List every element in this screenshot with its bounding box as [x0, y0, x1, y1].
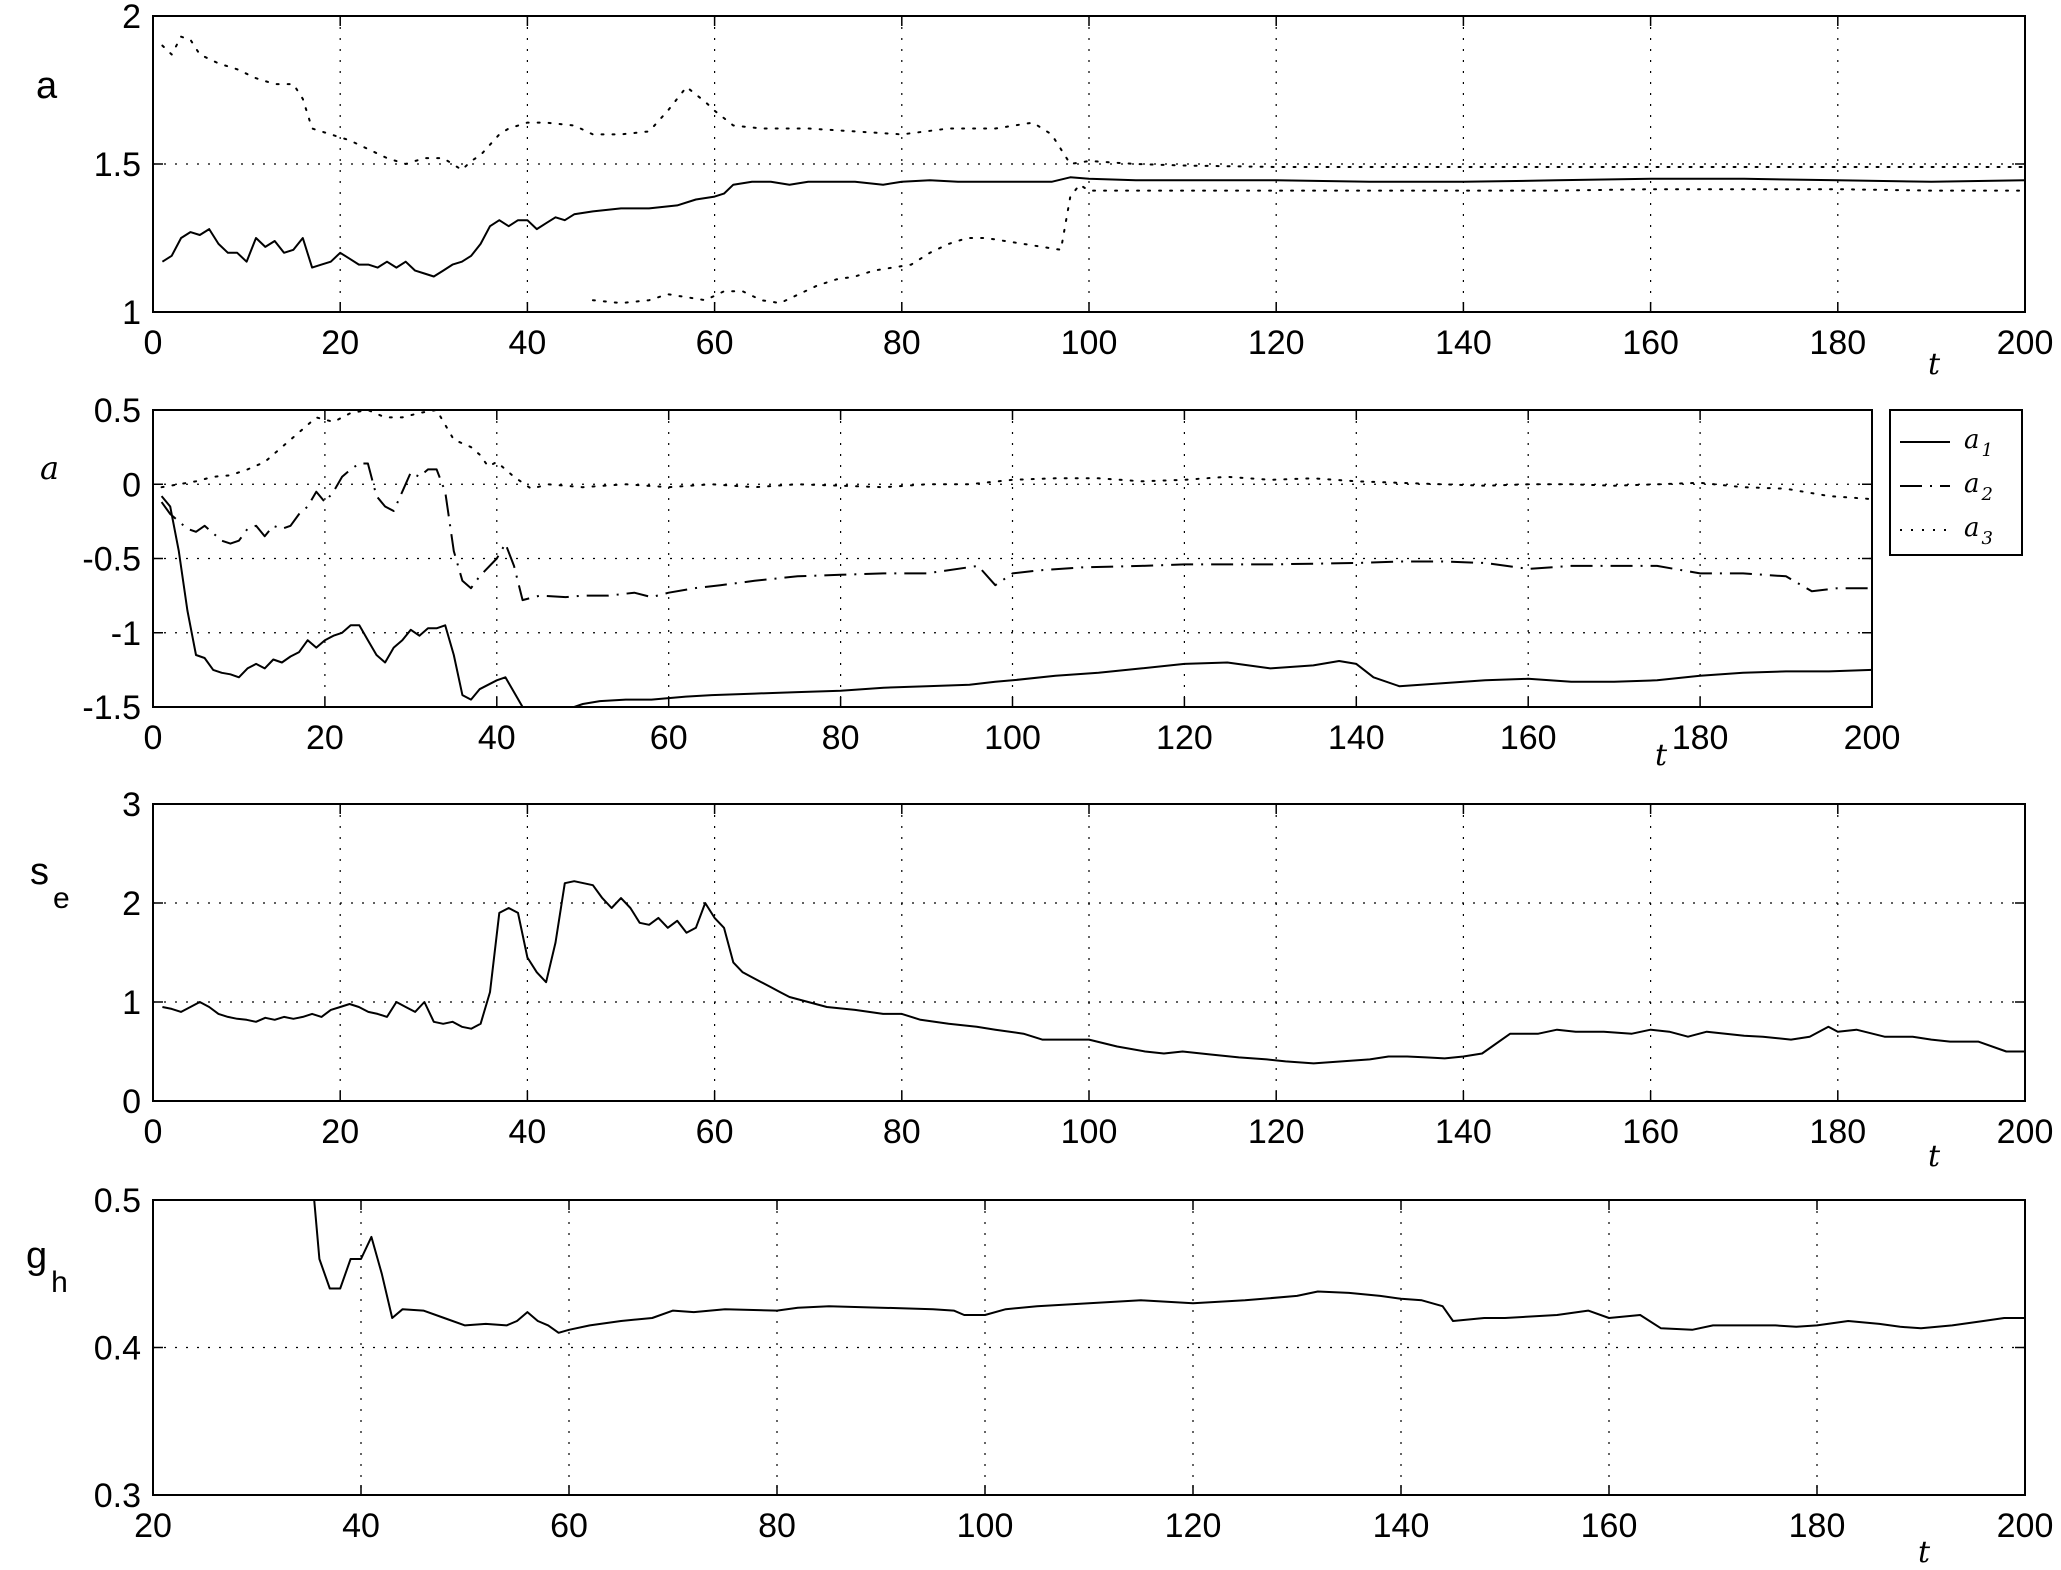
x-tick-label: 20 — [306, 719, 344, 757]
legend-box — [1889, 409, 2023, 556]
x-tick-label: 160 — [1622, 324, 1679, 362]
x-tick-label: 100 — [1061, 1113, 1118, 1151]
x-tick-label: 160 — [1622, 1113, 1679, 1151]
chart-panel-2: 0 20 40 60 80 100 120 140 160 180 200 -1.5 -1 -0.5 0 0.… — [40, 392, 2023, 773]
y-axis-label: a — [40, 449, 59, 487]
x-tick-label: 200 — [1844, 719, 1901, 757]
x-tick-label: 60 — [696, 324, 734, 362]
y-tick-label: 0.3 — [94, 1477, 141, 1515]
x-tick-label: 180 — [1672, 719, 1729, 757]
y-tick-label: 0.4 — [94, 1330, 141, 1368]
y-tick-label: 2 — [122, 885, 141, 923]
y-tick-label: 2 — [122, 0, 141, 36]
x-tick-label: 140 — [1373, 1507, 1430, 1545]
y-tick-label: 1 — [122, 984, 141, 1022]
chart-panel-3: 0 20 40 60 80 100 120 140 160 180 200 0 1 2 3 se t — [30, 786, 2053, 1174]
legend: a 1a 2a 3 — [1889, 409, 2023, 556]
chart-panel-1: 0 20 40 60 80 100 120 140 160 180 200 1 1.5 2 a t — [36, 0, 2053, 382]
y-tick-label: 0.5 — [94, 392, 141, 430]
x-tick-label: 40 — [508, 324, 546, 362]
x-tick-label: 120 — [1248, 324, 1305, 362]
x-tick-label: 160 — [1500, 719, 1557, 757]
x-axis-label: t — [1655, 738, 1668, 773]
x-tick-label: 140 — [1435, 1113, 1492, 1151]
x-tick-label: 120 — [1165, 1507, 1222, 1545]
y-axis-label-subscript: h — [51, 1266, 68, 1299]
y-tick-label: -0.5 — [82, 541, 141, 579]
x-tick-label: 140 — [1435, 324, 1492, 362]
y-tick-label: 0 — [122, 1083, 141, 1121]
y-tick-label: -1 — [111, 615, 141, 653]
chart-panel-4: 20 40 60 80 100 120 140 160 180 200 0.3 0.4 0.5 gh t — [26, 1182, 2053, 1570]
x-tick-label: 20 — [321, 1113, 359, 1151]
y-axis-label: se — [30, 851, 70, 915]
series-line-1 — [160, 495, 1872, 707]
series-line-2 — [161, 35, 2025, 171]
x-tick-label: 80 — [883, 324, 921, 362]
x-tick-label: 80 — [822, 719, 860, 757]
x-tick-label: 0 — [144, 1113, 163, 1151]
legend-label-subscript: 3 — [1982, 528, 1993, 549]
y-axis-label-subscript: e — [53, 882, 70, 915]
x-tick-label: 40 — [478, 719, 516, 757]
series-line-3 — [591, 183, 2025, 305]
x-tick-label: 60 — [650, 719, 688, 757]
series-line-3 — [160, 410, 1872, 501]
series-line-1 — [161, 176, 2025, 278]
x-tick-label: 200 — [1997, 324, 2054, 362]
legend-label-subscript: 2 — [1981, 484, 1993, 505]
x-tick-label: 140 — [1328, 719, 1385, 757]
x-tick-label: 60 — [696, 1113, 734, 1151]
x-tick-label: 100 — [1061, 324, 1118, 362]
x-tick-label: 200 — [1997, 1113, 2054, 1151]
y-tick-label: 0.5 — [94, 1182, 141, 1220]
x-tick-label: 80 — [758, 1507, 796, 1545]
y-axis-label: gh — [26, 1235, 68, 1299]
y-tick-label: 0 — [122, 466, 141, 504]
x-tick-label: 60 — [550, 1507, 588, 1545]
x-tick-label: 200 — [1997, 1507, 2054, 1545]
y-tick-label: 3 — [122, 786, 141, 824]
x-tick-label: 180 — [1809, 1113, 1866, 1151]
x-tick-label: 40 — [342, 1507, 380, 1545]
x-tick-label: 20 — [321, 324, 359, 362]
x-tick-label: 100 — [984, 719, 1041, 757]
x-tick-label: 80 — [883, 1113, 921, 1151]
x-tick-label: 120 — [1156, 719, 1213, 757]
x-tick-label: 120 — [1248, 1113, 1305, 1151]
y-tick-label: -1.5 — [82, 689, 141, 727]
x-tick-label: 160 — [1581, 1507, 1638, 1545]
series-line-1 — [162, 880, 2025, 1065]
x-tick-label: 0 — [144, 324, 163, 362]
y-tick-label: 1 — [122, 294, 141, 332]
x-axis-label: t — [1928, 1139, 1941, 1174]
x-tick-label: 0 — [144, 719, 163, 757]
x-tick-label: 180 — [1809, 324, 1866, 362]
x-axis-label: t — [1928, 347, 1941, 382]
x-tick-label: 180 — [1789, 1507, 1846, 1545]
x-axis-label: t — [1918, 1535, 1931, 1570]
x-tick-label: 100 — [957, 1507, 1014, 1545]
y-axis-label: a — [36, 65, 58, 107]
x-tick-label: 40 — [508, 1113, 546, 1151]
series-line-1 — [313, 1200, 2025, 1334]
y-tick-label: 1.5 — [94, 146, 141, 184]
x-tick-label: 20 — [134, 1507, 172, 1545]
legend-label-subscript: 1 — [1982, 440, 1993, 461]
